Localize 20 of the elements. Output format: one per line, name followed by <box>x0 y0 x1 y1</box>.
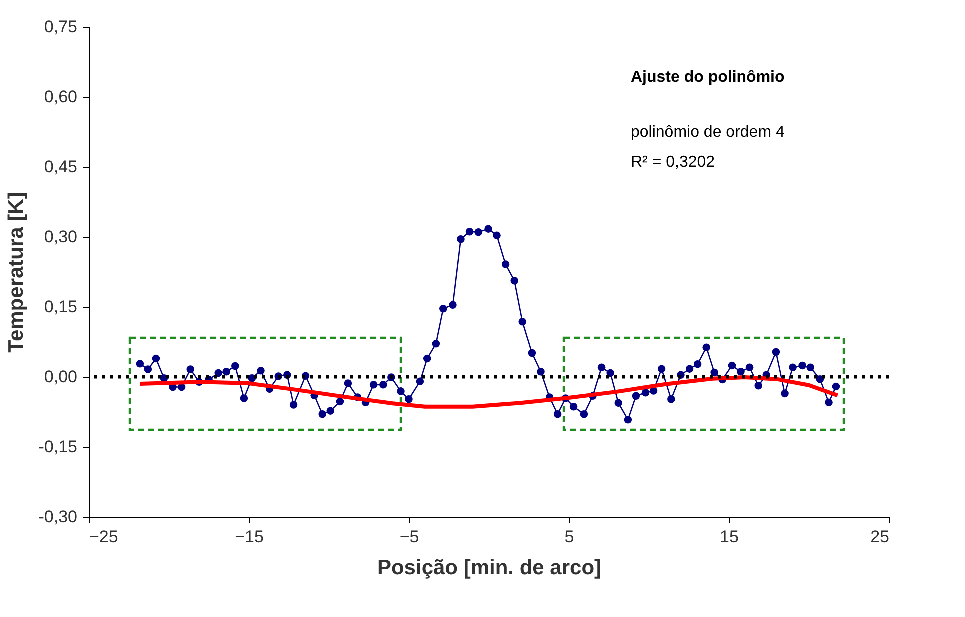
y-tick-label: 0,00 <box>44 368 78 386</box>
y-tick-label: 0,60 <box>44 88 78 106</box>
annotation: polinômio de ordem 4 <box>631 124 785 141</box>
y-tick-label: -0,15 <box>38 438 78 456</box>
y-tick-label: 0,45 <box>44 158 78 176</box>
x-tick-label: −25 <box>90 528 118 546</box>
line-series <box>138 375 840 409</box>
y-tick-label: 0,75 <box>44 18 78 36</box>
y-tick-label: 0,30 <box>44 228 78 246</box>
x-tick-label: 5 <box>564 528 574 546</box>
y-tick-label: -0,30 <box>38 508 78 526</box>
x-tick-label: 25 <box>870 528 890 546</box>
y-axis-title: Temperatura [K] <box>4 192 28 353</box>
annotation: Ajuste do polinômio <box>631 69 785 86</box>
x-axis-title: Posição [min. de arco] <box>377 556 602 580</box>
y-tick-label: 0,15 <box>44 298 78 316</box>
x-tick-label: −15 <box>235 528 264 546</box>
x-tick-label: 15 <box>720 528 739 546</box>
x-tick-label: −5 <box>400 528 420 546</box>
annotation: R² = 0,3202 <box>631 154 716 171</box>
